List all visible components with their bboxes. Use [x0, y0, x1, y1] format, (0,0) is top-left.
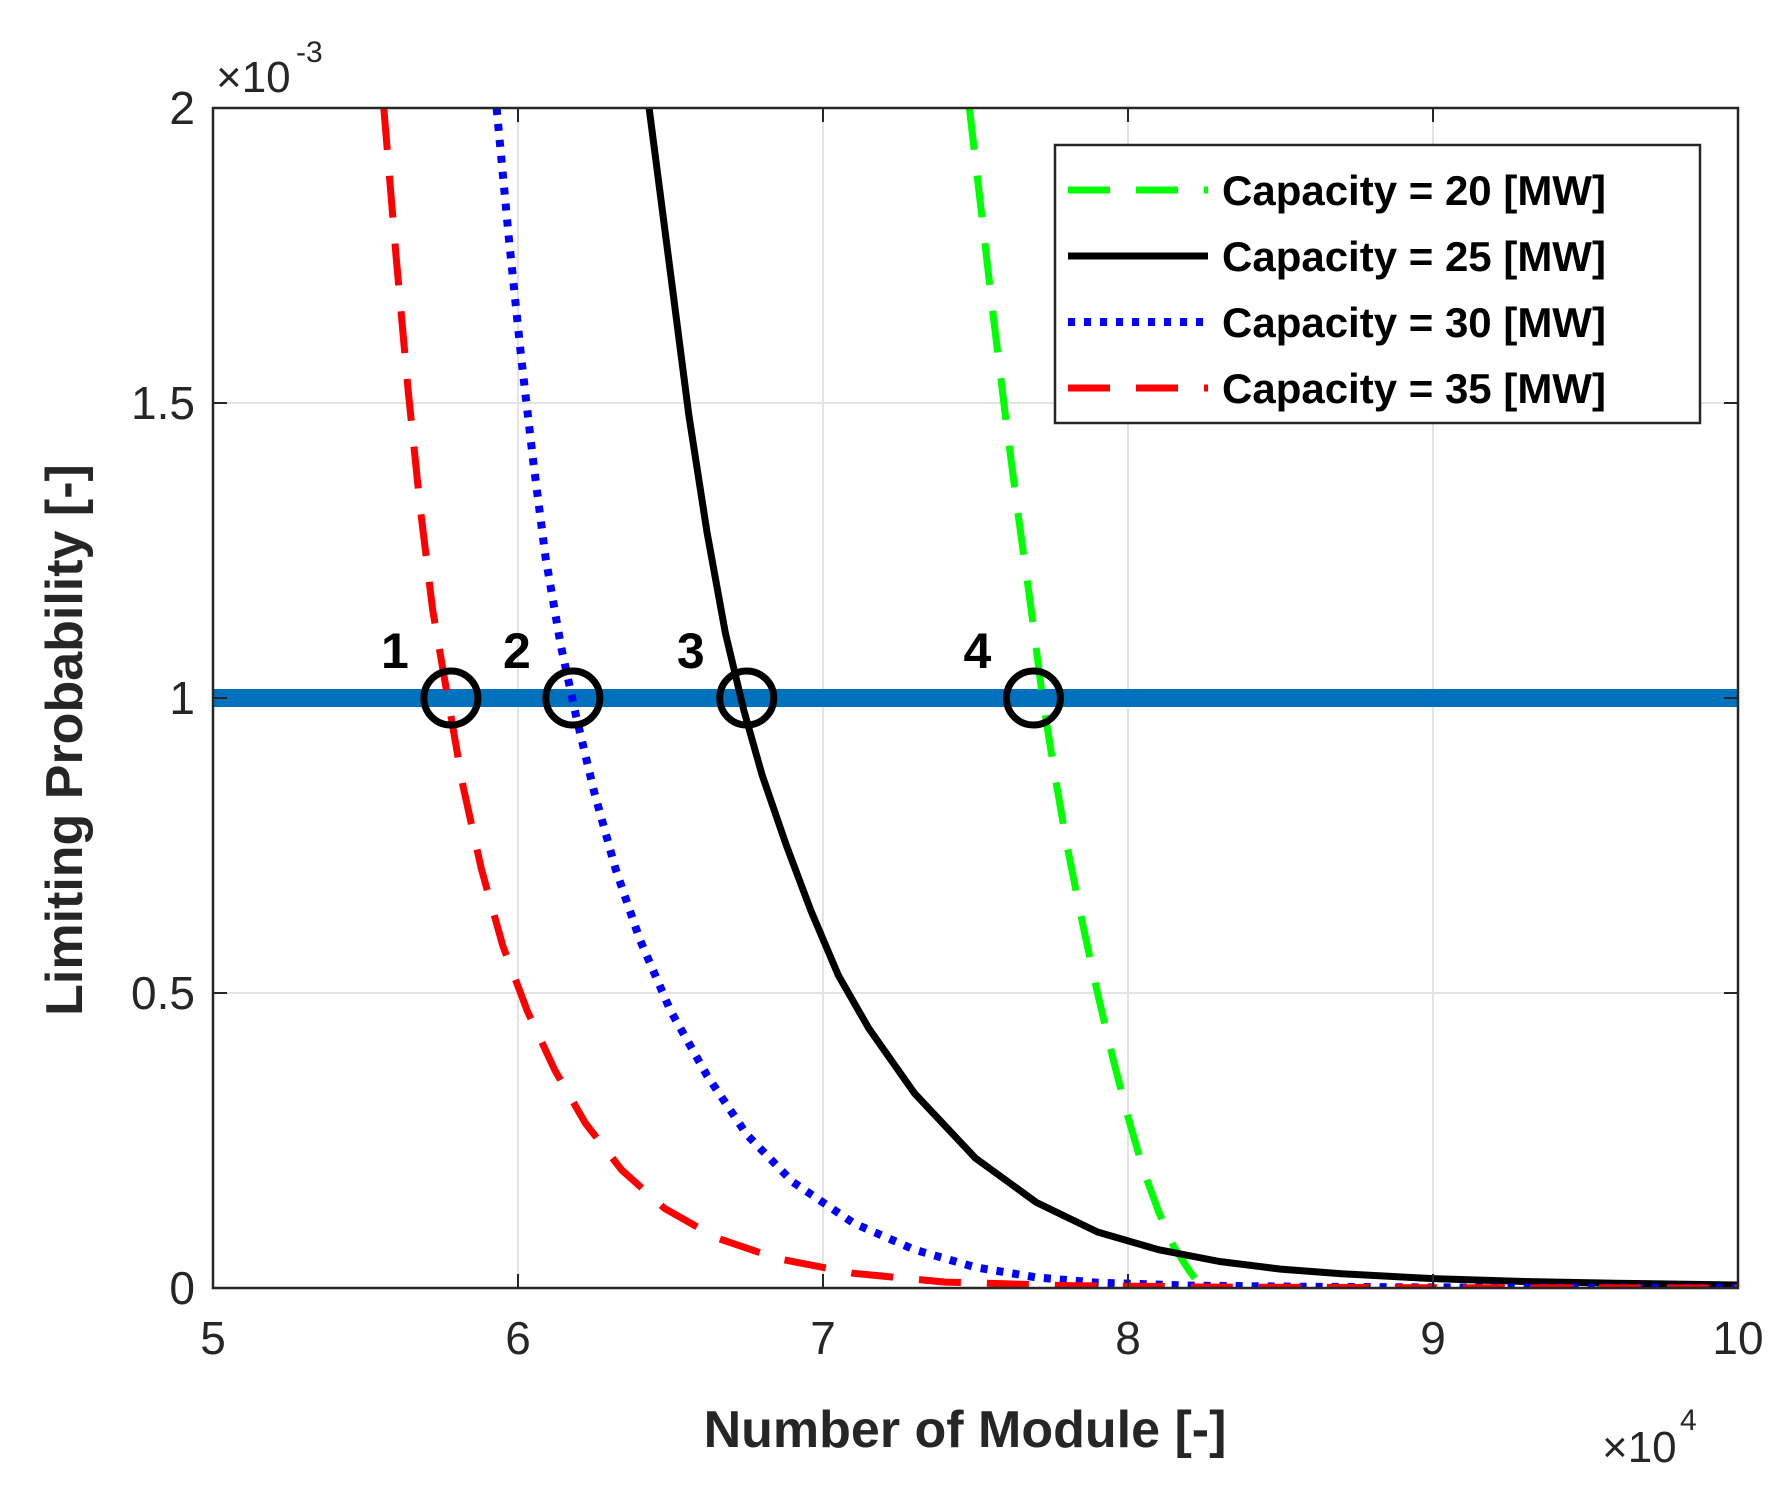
y-tick-label: 0.5 [131, 967, 195, 1019]
marker-label-2: 2 [503, 623, 531, 679]
y-multiplier-exponent: -3 [296, 36, 323, 69]
tick-layer: 5 6 7 8 9 10 0 0.5 1 1.5 2 [131, 82, 1764, 1364]
marker-label-3: 3 [677, 623, 705, 679]
x-multiplier-base: ×10 [1602, 1423, 1677, 1472]
x-multiplier: ×10 4 [1602, 1404, 1697, 1472]
series-layer [380, 108, 1738, 1288]
y-tick-label: 0 [169, 1262, 195, 1314]
x-tick-label: 6 [505, 1312, 531, 1364]
legend-label-1: Capacity = 20 [MW] [1222, 167, 1606, 214]
y-multiplier: ×10 -3 [216, 36, 323, 102]
y-tick-label: 1 [169, 672, 195, 724]
marker-circle-1 [420, 667, 482, 729]
y-tick-label: 2 [169, 82, 195, 134]
y-multiplier-base: ×10 [216, 53, 291, 102]
series-line-2 [645, 108, 1738, 1288]
y-tick-label: 1.5 [131, 377, 195, 429]
legend-label-2: Capacity = 25 [MW] [1222, 233, 1606, 280]
marker-label-4: 4 [964, 623, 992, 679]
marker-layer: 1 2 3 4 [381, 623, 1064, 729]
series-line-4 [380, 108, 1738, 1288]
x-multiplier-exponent: 4 [1680, 1404, 1697, 1437]
x-tick-label: 8 [1115, 1312, 1141, 1364]
marker-circle-3 [716, 667, 778, 729]
x-tick-label: 7 [810, 1312, 836, 1364]
marker-circle-2 [542, 667, 604, 729]
legend: Capacity = 20 [MW] Capacity = 25 [MW] Capa… [1053, 143, 1702, 425]
x-axis-label: Number of Module [-] [704, 1401, 1227, 1459]
marker-label-1: 1 [381, 623, 409, 679]
y-axis-label: Limiting Probability [-] [36, 464, 94, 1016]
x-tick-label: 5 [200, 1312, 226, 1364]
legend-label-3: Capacity = 30 [MW] [1222, 299, 1606, 346]
x-tick-label: 9 [1420, 1312, 1446, 1364]
series-line-1 [965, 108, 1209, 1288]
marker-circle-4 [1002, 667, 1064, 729]
legend-label-4: Capacity = 35 [MW] [1222, 365, 1606, 412]
x-tick-label: 10 [1712, 1312, 1763, 1364]
